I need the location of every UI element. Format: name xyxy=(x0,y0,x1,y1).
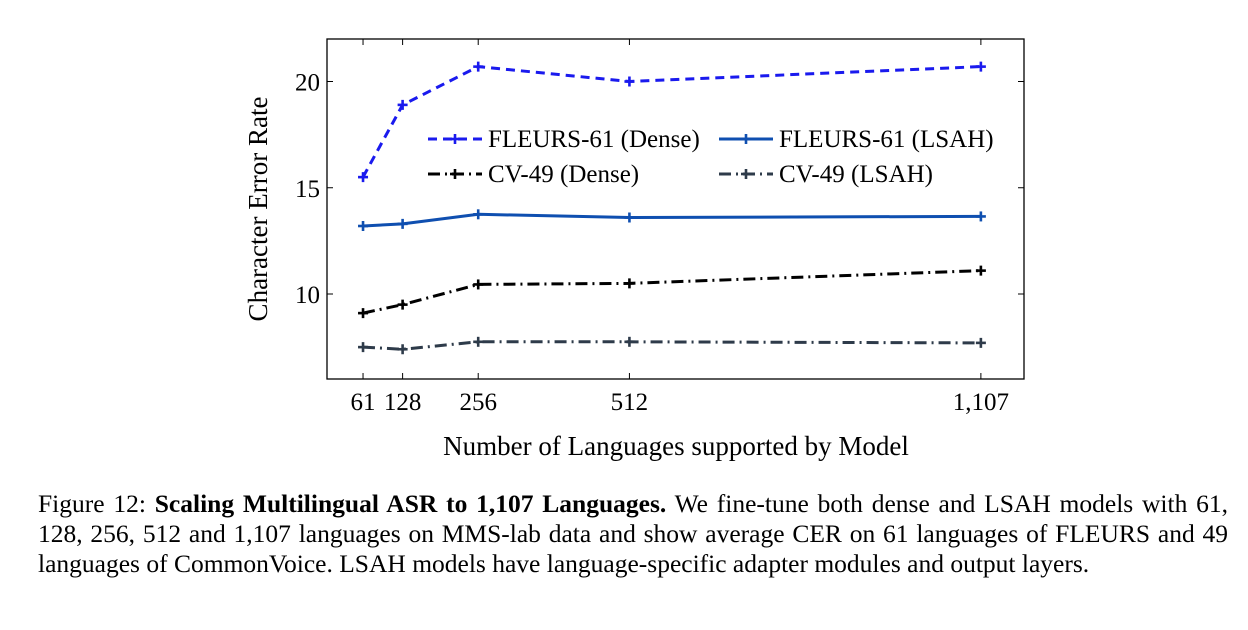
legend: FLEURS-61 (Dense) FLEURS-61 (LSAH) CV-49 (… xyxy=(428,126,994,188)
plot-frame xyxy=(326,38,1025,380)
y-axis-title: Character Error Rate xyxy=(243,97,273,322)
caption-title: Scaling Multilingual ASR to 1,107 Langua… xyxy=(154,489,667,518)
x-tick-label: 512 xyxy=(611,389,649,416)
y-tick-label: 10 xyxy=(295,282,320,309)
series-1 xyxy=(358,209,986,231)
x-tick-label: 61 xyxy=(351,389,376,416)
legend-entry: CV-49 (LSAH) xyxy=(719,161,933,188)
legend-label: FLEURS-61 (Dense) xyxy=(488,126,700,153)
caption-prefix: Figure 12: xyxy=(38,489,155,518)
legend-label: FLEURS-61 (LSAH) xyxy=(779,126,994,153)
x-tick-label: 1,107 xyxy=(953,389,1009,416)
figure-caption: Figure 12: Scaling Multilingual ASR to 1… xyxy=(38,489,1228,579)
legend-entry: FLEURS-61 (Dense) xyxy=(428,126,700,153)
legend-label: CV-49 (Dense) xyxy=(488,161,639,188)
caption-body: We fine-tune both dense and LSAH models … xyxy=(38,489,1228,578)
series-2 xyxy=(358,265,986,319)
legend-entry: CV-49 (Dense) xyxy=(428,161,639,188)
line-chart: 61 128 256 512 1,107 10 15 20 FLEURS-61 (Dense)… xyxy=(243,38,1025,461)
series-line xyxy=(362,212,981,228)
series-line xyxy=(362,269,981,315)
legend-entry: FLEURS-61 (LSAH) xyxy=(719,126,994,153)
y-tick-label: 20 xyxy=(295,70,320,97)
axis-ticks: 61 128 256 512 1,107 10 15 20 xyxy=(295,39,1024,416)
x-tick-label: 256 xyxy=(459,389,497,416)
series-line xyxy=(362,340,981,351)
series-0 xyxy=(358,61,986,183)
x-axis-title: Number of Languages supported by Model xyxy=(443,431,909,461)
legend-label: CV-49 (LSAH) xyxy=(779,161,933,188)
x-tick-label: 128 xyxy=(384,389,422,416)
y-tick-label: 15 xyxy=(295,176,320,203)
series-3 xyxy=(358,336,986,355)
series-layer xyxy=(358,61,986,355)
